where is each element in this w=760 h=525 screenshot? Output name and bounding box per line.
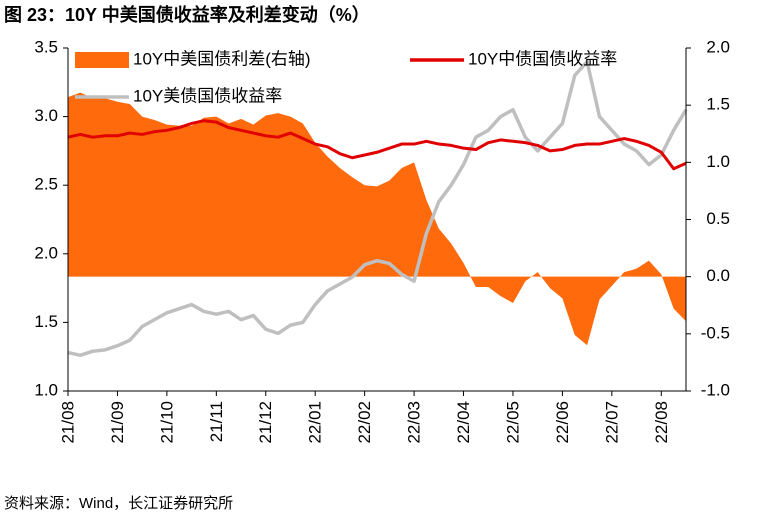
y-tick-label: 2.5 [34, 175, 58, 194]
yield-line [67, 59, 688, 358]
x-tick-label: 22/07 [602, 401, 621, 444]
x-tick-label: 22/04 [454, 401, 473, 444]
y2-tick-label: 0.5 [706, 209, 730, 228]
x-tick-label: 21/12 [256, 401, 275, 444]
y2-tick-label: 1.0 [706, 152, 730, 171]
y2-tick-label: 0.0 [706, 266, 730, 285]
x-tick-label: 22/01 [306, 401, 325, 444]
y2-tick-label: 2.0 [706, 37, 730, 56]
legend-label: 10Y美债国债收益率 [133, 86, 282, 105]
y-tick-label: 2.0 [34, 243, 58, 262]
y-tick-label: 3.5 [34, 37, 58, 56]
x-tick-label: 21/10 [157, 401, 176, 444]
y2-tick-label: -1.0 [701, 380, 730, 399]
x-tick-label: 22/03 [405, 401, 424, 444]
x-tick-label: 21/09 [108, 401, 127, 444]
y2-tick-label: -0.5 [701, 323, 730, 342]
legend-label: 10Y中债国债收益率 [468, 49, 617, 68]
y-tick-label: 1.0 [34, 380, 58, 399]
x-tick-label: 22/02 [355, 401, 374, 444]
x-tick-label: 21/11 [207, 401, 226, 442]
x-tick-label: 21/08 [58, 401, 77, 444]
legend-swatch [75, 52, 129, 68]
legend-label: 10Y中美国债利差(右轴) [133, 49, 311, 68]
x-tick-label: 22/08 [652, 401, 671, 444]
x-tick-label: 22/06 [553, 401, 572, 444]
spread-area [68, 92, 686, 346]
y2-tick-label: 1.5 [706, 95, 730, 114]
chart-title: 图 23：10Y 中美国债收益率及利差变动（%） [4, 4, 370, 25]
source-note: 资料来源：Wind，长江证券研究所 [4, 495, 233, 512]
y-tick-label: 3.0 [34, 106, 58, 125]
y-tick-label: 1.5 [34, 312, 58, 331]
x-tick-label: 22/05 [503, 401, 522, 444]
yield-line [67, 119, 687, 171]
